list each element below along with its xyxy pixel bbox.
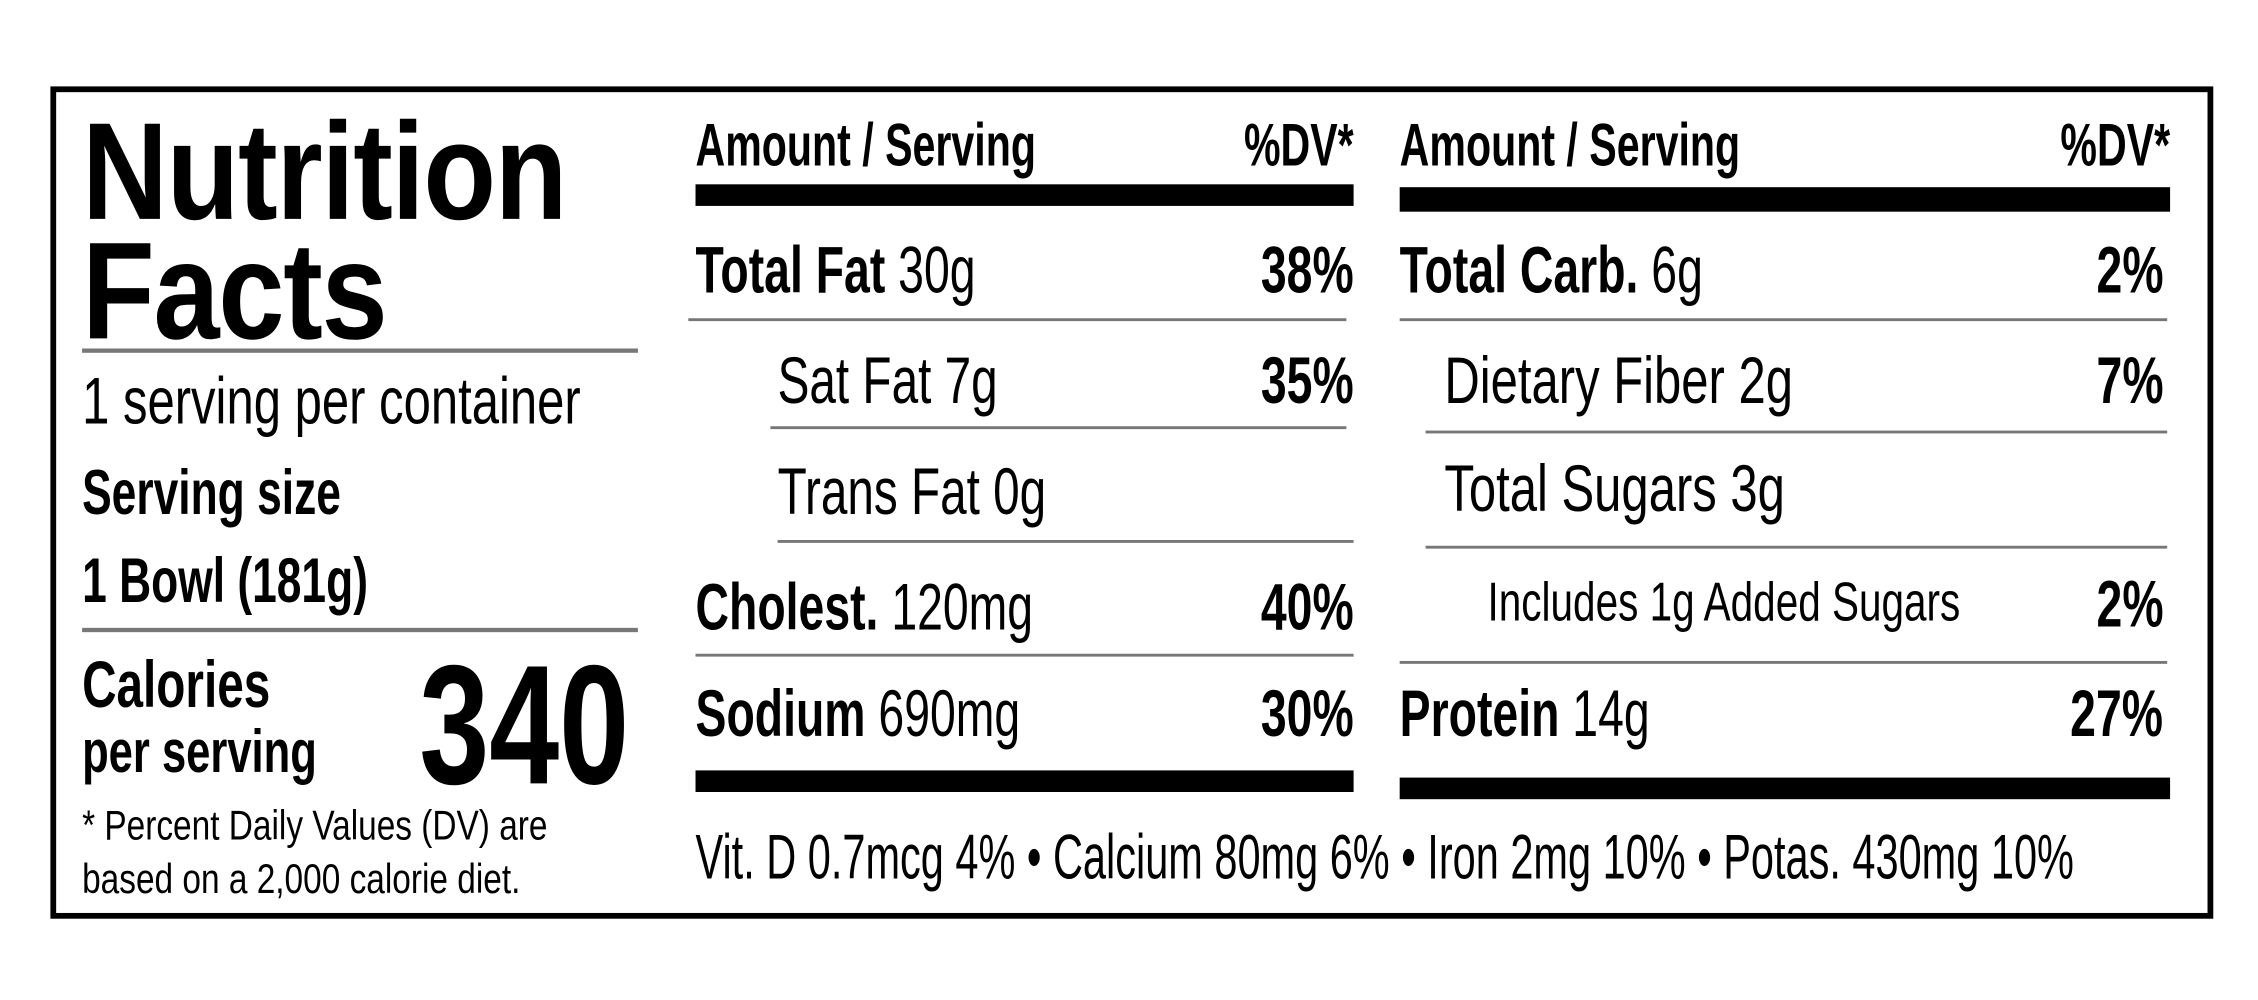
divider [1399, 660, 2168, 664]
divider [82, 348, 638, 353]
row-added-sugars: Includes 1g Added Sugars [1487, 573, 1961, 634]
left-header-amount: Amount / Serving [695, 110, 1036, 179]
title-facts: Facts [82, 214, 388, 369]
dv-cholesterol: 40% [1260, 568, 1354, 644]
row-total-sugars: Total Sugars 3g [1444, 450, 1785, 526]
calories-per-serving-label: per serving [82, 717, 317, 785]
nutrient-name: Sodium [695, 675, 866, 751]
divider [1425, 545, 2168, 549]
divider [1399, 318, 2168, 322]
dv-total-carb: 2% [2095, 231, 2163, 307]
divider [1425, 430, 2168, 434]
nutrient-name: Total Carb. [1399, 231, 1639, 307]
row-cholesterol: Cholest. 120mg [696, 573, 1034, 639]
row-total-fat: Total Fat 30g [696, 236, 976, 302]
row-sat-fat: Sat Fat 7g [777, 342, 998, 418]
row-dietary-fiber: Dietary Fiber 2g [1444, 342, 1794, 418]
nutrient-amount: 30g [885, 231, 976, 307]
serving-size-label: Serving size [82, 457, 341, 529]
row-trans-fat: Trans Fat 0g [777, 453, 1047, 529]
title-nutrition: Nutrition [82, 95, 567, 250]
divider [82, 627, 638, 633]
footnote-line-1: * Percent Daily Values (DV) are [82, 803, 548, 850]
nutrient-amount: 14g [1559, 675, 1650, 751]
divider [688, 318, 1347, 322]
serving-size-value: 1 Bowl (181g) [82, 545, 368, 617]
left-header-dv: %DV* [1243, 110, 1354, 179]
thick-bar [695, 770, 1354, 793]
dv-total-fat: 38% [1260, 231, 1354, 307]
divider [777, 540, 1354, 543]
footnote-line-2: based on a 2,000 calorie diet. [82, 856, 521, 903]
divider [695, 653, 1354, 657]
thick-bar [1399, 187, 2171, 212]
nutrient-amount: 690mg [865, 675, 1021, 751]
calories-value: 340 [419, 630, 630, 821]
row-sodium: Sodium 690mg [696, 680, 1021, 746]
thick-bar [1399, 777, 2171, 800]
dv-added-sugars: 2% [2095, 565, 2163, 641]
dv-sodium: 30% [1260, 675, 1354, 751]
right-header-amount: Amount / Serving [1399, 110, 1741, 179]
nutrient-amount: 6g [1638, 231, 1703, 307]
dv-sat-fat: 35% [1260, 342, 1354, 418]
servings-per-container: 1 serving per container [82, 362, 581, 438]
thick-bar [695, 184, 1354, 206]
vitamins-minerals-line: Vit. D 0.7mcg 4% • Calcium 80mg 6% • Iro… [695, 822, 2074, 893]
row-total-carb: Total Carb. 6g [1400, 236, 1703, 302]
nutrient-name: Protein [1399, 675, 1560, 751]
divider [770, 426, 1347, 430]
label-border [50, 86, 2214, 919]
calories-label: Calories [82, 646, 271, 722]
row-protein: Protein 14g [1400, 680, 1650, 746]
dv-protein: 27% [2070, 675, 2163, 751]
nutrient-amount: 120mg [878, 568, 1034, 644]
nutrient-name: Total Fat [695, 231, 886, 307]
nutrient-name: Cholest. [695, 568, 879, 644]
right-header-dv: %DV* [2060, 110, 2171, 179]
dv-dietary-fiber: 7% [2095, 342, 2163, 418]
